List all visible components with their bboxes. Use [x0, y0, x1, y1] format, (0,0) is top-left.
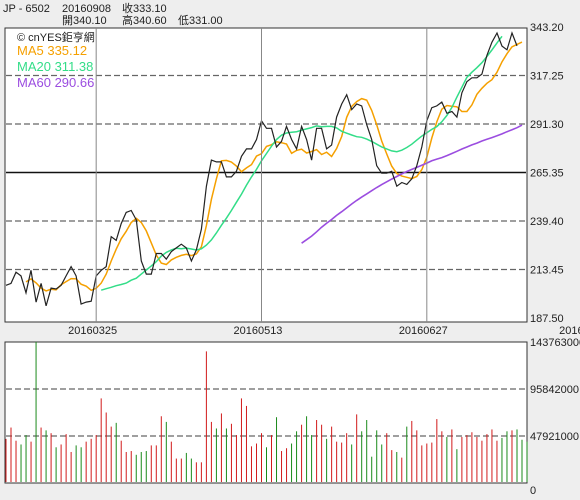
legend-ma20: MA20 311.38 — [17, 59, 93, 74]
header-low: 低331.00 — [178, 14, 223, 27]
x-tick-label: 20160627 — [399, 325, 448, 337]
legend-ma60: MA60 290.66 — [17, 75, 94, 90]
series-line-ma60 — [301, 124, 523, 244]
volume-grid — [6, 388, 526, 437]
price-y-tick-label: 213.45 — [530, 265, 564, 277]
x-tick-label: 20160325 — [68, 325, 117, 337]
header-symbol: JP - 6502 — [3, 3, 50, 15]
header-date: 20160908 — [62, 3, 111, 15]
legend: MA5 335.12 MA20 311.38 MA60 290.66 — [17, 43, 94, 90]
price-y-tick-label: 187.50 — [530, 313, 564, 325]
volume-y-tick-label: 143763000 — [530, 337, 580, 349]
price-y-tick-label: 343.20 — [530, 22, 564, 34]
header-high: 高340.60 — [122, 13, 167, 27]
x-tick-label: 20160810 — [559, 325, 580, 337]
volume-y-tick-label: 0 — [530, 485, 536, 497]
price-y-tick-label: 317.25 — [530, 71, 564, 83]
volume-y-tick-label: 47921000 — [530, 431, 579, 443]
brand-label: © cnYES鉅亨網 — [17, 30, 95, 44]
price-y-tick-label: 239.40 — [530, 216, 564, 228]
volume-y-tick-label: 95842000 — [530, 384, 579, 396]
series-line-ma20 — [100, 35, 503, 291]
volume-panel — [4, 341, 528, 484]
volume-bars — [5, 342, 528, 482]
volume-y-axis: 143763000 95842000 47921000 0 — [530, 337, 580, 497]
price-panel — [4, 27, 528, 323]
header-open: 開340.10 — [62, 14, 107, 27]
legend-ma5: MA5 335.12 — [17, 43, 87, 58]
header-close: 收333.10 — [122, 1, 167, 15]
price-y-axis: 343.20 317.25 291.30 265.35 239.40 213.45 187.… — [530, 22, 564, 325]
price-y-tick-label: 291.30 — [530, 119, 564, 131]
price-y-tick-label: 265.35 — [530, 168, 564, 180]
x-tick-label: 20160513 — [233, 325, 282, 337]
